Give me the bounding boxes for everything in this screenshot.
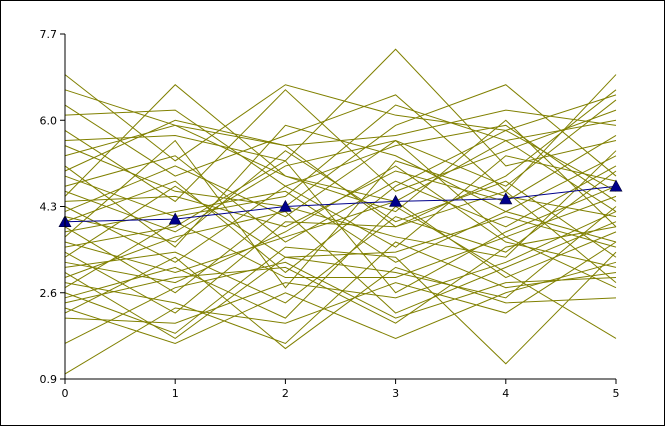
background-series-line (64, 109, 617, 202)
background-series-line (64, 200, 617, 279)
background-series-line (64, 124, 617, 248)
background-series-line (64, 135, 617, 228)
x-tick-label: 1 (172, 387, 179, 400)
mean-point-marker (168, 212, 182, 225)
background-series-group (64, 48, 617, 375)
background-series-line (64, 150, 617, 258)
y-tick-label: 0.9 (40, 373, 58, 386)
background-series-line (64, 216, 617, 340)
background-series-line (64, 241, 617, 375)
background-series-line (64, 89, 617, 147)
background-series-line (64, 165, 617, 284)
mean-series-line (64, 185, 617, 223)
background-series-line (64, 74, 617, 162)
mean-point-marker (389, 194, 403, 207)
background-series-line (64, 84, 617, 228)
x-tick-label: 4 (502, 387, 509, 400)
background-series-line (64, 104, 617, 218)
y-tick-label: 6.0 (40, 114, 58, 127)
mean-point-marker (609, 179, 623, 192)
background-series-line (64, 211, 617, 324)
axes-group: 0.9 2.6 4.3 6.0 7.7 0 1 2 3 4 5 (40, 28, 620, 400)
background-series-line (64, 139, 617, 238)
background-series-line (64, 190, 617, 314)
background-series-line (64, 160, 617, 294)
x-tick-label: 0 (62, 387, 69, 400)
background-series-line (64, 226, 617, 324)
x-tick-label: 2 (282, 387, 289, 400)
x-tick-label: 5 (613, 387, 620, 400)
background-series-line (64, 221, 617, 289)
y-tick-label: 7.7 (40, 28, 58, 41)
background-series-line (64, 246, 617, 365)
mean-point-marker (499, 192, 513, 205)
background-series-line (64, 261, 617, 344)
background-series-line (64, 99, 617, 233)
mean-point-marker (278, 199, 292, 212)
background-series-line (64, 256, 617, 350)
background-series-line (64, 261, 617, 345)
background-series-line (64, 155, 617, 263)
background-series-line (64, 129, 617, 274)
background-series-line (64, 185, 617, 299)
y-tick-label: 2.6 (40, 287, 58, 300)
background-series-line (64, 170, 617, 304)
y-tick-label: 4.3 (40, 201, 58, 214)
background-series-line (64, 119, 617, 202)
background-series-line (64, 241, 617, 345)
background-series-line (64, 84, 617, 208)
background-series-line (64, 205, 617, 339)
x-tick-label: 3 (392, 387, 399, 400)
